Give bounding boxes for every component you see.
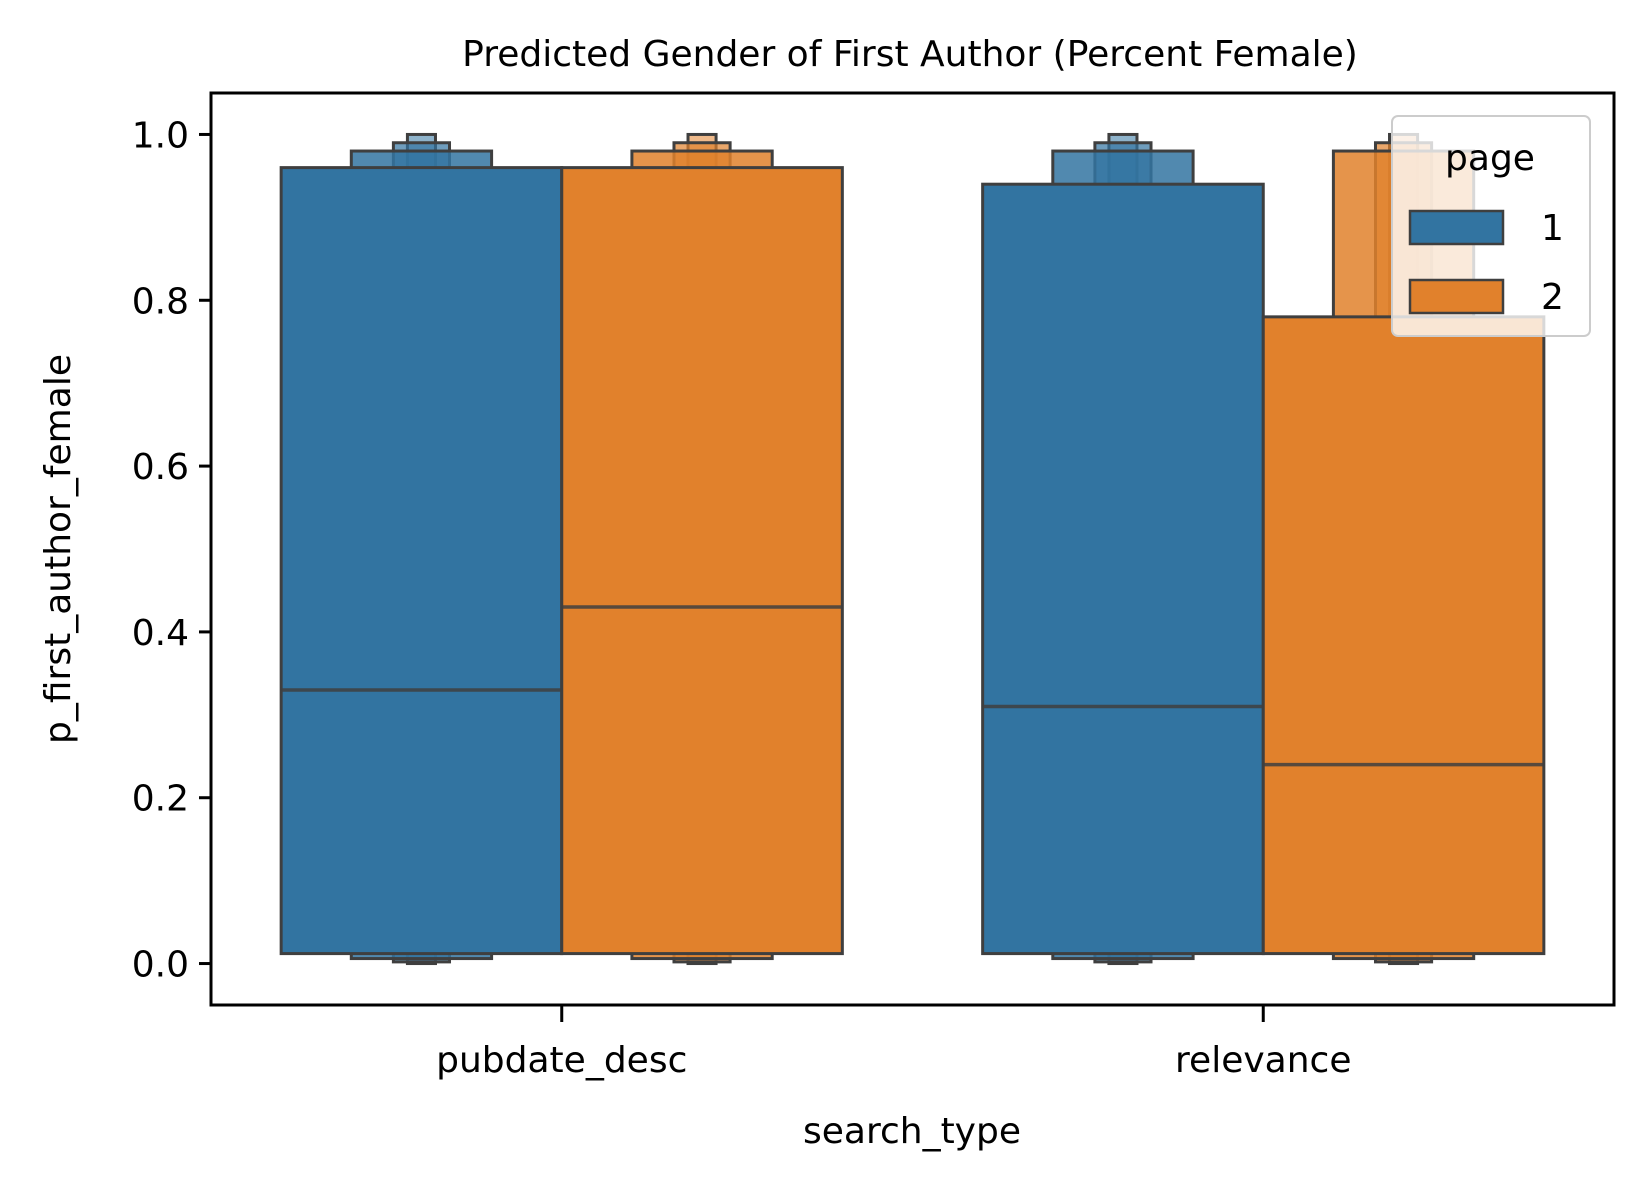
y-tick-label: 1.0: [132, 115, 189, 156]
legend-label-page-1: 1: [1541, 208, 1564, 249]
y-tick-label: 0.8: [132, 281, 189, 322]
legend-label-page-2: 2: [1541, 277, 1564, 318]
box-level-1: [560, 166, 844, 956]
plot-frame: [209, 91, 1616, 1007]
box-pubdate_desc-page-1: [279, 132, 564, 966]
legend-swatch-page-2: [1408, 278, 1505, 315]
legend-items: 12: [1408, 208, 1564, 318]
legend-title: page: [1445, 138, 1535, 179]
y-tick-label: 0.4: [132, 613, 189, 654]
y-axis-label: p_first_author_female: [38, 354, 79, 744]
chart-title: Predicted Gender of First Author (Percen…: [462, 34, 1358, 75]
box-level-1: [1261, 315, 1546, 956]
legend: page 12: [1391, 115, 1591, 337]
x-tick-label: relevance: [1175, 1040, 1351, 1081]
legend-swatch-page-1: [1408, 209, 1505, 246]
y-tick-label: 0.2: [132, 779, 189, 820]
box-pubdate_desc-page-2: [560, 132, 844, 966]
x-axis-label: search_type: [803, 1111, 1021, 1152]
box-relevance-page-1: [981, 132, 1265, 966]
y-tick-label: 0.6: [132, 447, 189, 488]
y-axis: 0.0 0.2 0.4 0.6 0.8 1.0: [132, 115, 211, 986]
box-level-1: [279, 166, 564, 956]
y-tick-label: 0.0: [132, 945, 189, 986]
x-axis: pubdate_desc relevance: [436, 1005, 1351, 1081]
box-level-1: [981, 182, 1265, 956]
x-tick-label: pubdate_desc: [436, 1040, 687, 1081]
